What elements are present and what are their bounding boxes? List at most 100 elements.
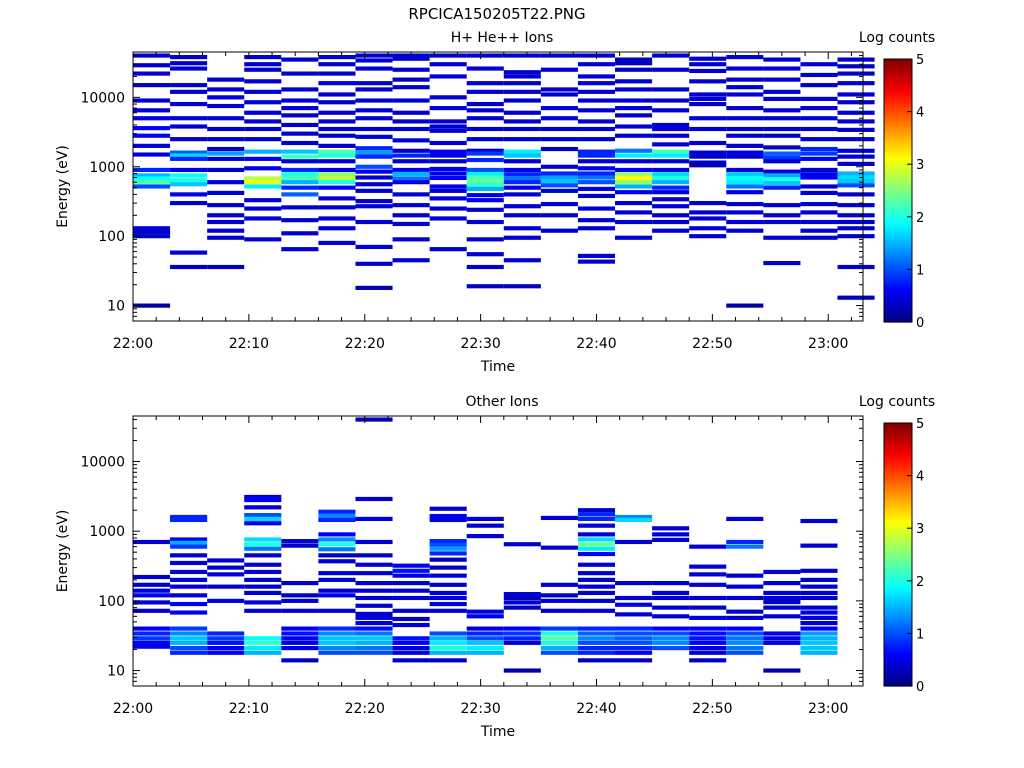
- heatmap-cell: [133, 108, 171, 113]
- heatmap-cell: [170, 173, 208, 178]
- colorbar-step: [884, 162, 912, 165]
- heatmap-cell: [540, 598, 578, 603]
- colorbar-step: [884, 109, 912, 113]
- heatmap-cell: [170, 137, 208, 142]
- colorbar-step: [884, 269, 912, 273]
- heatmap-cell: [207, 640, 245, 645]
- heatmap-cell: [615, 67, 653, 72]
- heatmap-cell: [689, 163, 727, 168]
- heatmap-cell: [540, 179, 578, 184]
- heatmap-cell: [540, 608, 578, 613]
- colorbar-tick-label: 1: [916, 263, 924, 278]
- heatmap-cell: [281, 192, 319, 197]
- colorbar-step: [884, 589, 912, 593]
- heatmap-cell: [244, 640, 282, 645]
- heatmap-cell: [615, 514, 653, 520]
- heatmap-cell: [726, 55, 764, 60]
- heatmap-cell: [318, 153, 356, 158]
- heatmap-cell: [244, 590, 282, 596]
- heatmap-cell: [281, 636, 319, 641]
- heatmap-cell: [689, 101, 727, 107]
- heatmap-cell: [281, 122, 319, 128]
- heatmap-cell: [540, 545, 578, 550]
- heatmap-cell: [392, 237, 430, 242]
- heatmap-cell: [244, 553, 282, 558]
- colorbar-step: [884, 306, 912, 310]
- heatmap-cell: [577, 171, 616, 176]
- heatmap-cell: [577, 562, 616, 567]
- colorbar-step: [884, 159, 912, 163]
- heatmap-cell: [466, 148, 504, 153]
- heatmap-cell: [837, 264, 875, 270]
- heatmap-cell: [207, 213, 245, 218]
- heatmap-cell: [355, 126, 393, 132]
- colorbar-step: [884, 650, 912, 654]
- colorbar-tick-label: 0: [916, 680, 924, 695]
- heatmap-cell: [207, 228, 245, 233]
- heatmap-cell: [429, 62, 467, 67]
- heatmap-cell: [837, 161, 875, 166]
- colorbar-step: [884, 512, 912, 516]
- heatmap-cell: [503, 74, 541, 79]
- heatmap-cell: [689, 646, 727, 651]
- heatmap-cell: [244, 67, 282, 72]
- heatmap-cell: [244, 636, 282, 641]
- heatmap-cell: [392, 622, 430, 628]
- heatmap-cell: [503, 600, 541, 605]
- heatmap-cell: [318, 640, 356, 645]
- heatmap-cell: [540, 67, 578, 72]
- heatmap-cell: [466, 53, 504, 58]
- heatmap-cell: [281, 71, 319, 76]
- heatmap-cell: [355, 204, 393, 209]
- heatmap-cell: [615, 175, 653, 181]
- heatmap-cell: [244, 494, 282, 500]
- heatmap-cell: [392, 167, 430, 173]
- heatmap-cell: [689, 234, 727, 239]
- heatmap-cell: [244, 497, 282, 503]
- heatmap-cell: [800, 640, 838, 645]
- heatmap-cell: [392, 640, 430, 645]
- heatmap-cell: [763, 605, 801, 610]
- heatmap-cell: [355, 611, 393, 616]
- heatmap-cell: [577, 175, 616, 180]
- x-tick-label: 22:30: [460, 701, 500, 717]
- colorbar-step: [884, 576, 912, 580]
- colorbar-step: [884, 265, 912, 268]
- heatmap-cell: [207, 95, 245, 100]
- heatmap-cell: [800, 146, 838, 152]
- colorbar-step: [884, 319, 912, 323]
- heatmap-cell: [540, 175, 578, 180]
- panel-1: H+ He++ Ions 22:00 22:10 22:20 22:30 22:40 22:…: [55, 30, 935, 375]
- heatmap-cell: [615, 167, 653, 173]
- heatmap-cell: [652, 98, 690, 103]
- heatmap-cell: [207, 180, 245, 185]
- heatmap-cell: [726, 646, 764, 651]
- heatmap-cell: [540, 626, 578, 631]
- heatmap-cell: [540, 146, 578, 152]
- heatmap-cell: [318, 537, 356, 542]
- x-tick-label: 22:40: [576, 701, 616, 717]
- heatmap-cell: [726, 126, 764, 132]
- heatmap-cell: [800, 584, 838, 589]
- heatmap-cell: [133, 133, 171, 138]
- heatmap-cell: [763, 185, 801, 190]
- heatmap-cell: [577, 74, 616, 79]
- heatmap-cell: [466, 179, 504, 184]
- y-tick-label: 1000: [89, 524, 125, 540]
- heatmap-cell: [763, 631, 801, 636]
- heatmap-cell: [392, 203, 430, 208]
- heatmap-cell: [355, 175, 393, 180]
- heatmap-cell: [615, 98, 653, 103]
- heatmap-cell: [837, 192, 875, 197]
- heatmap-cell: [726, 595, 764, 601]
- heatmap-cell: [800, 543, 838, 548]
- heatmap-cell: [726, 116, 764, 121]
- heatmap-cell: [615, 124, 653, 129]
- heatmap-cell: [318, 126, 356, 132]
- colorbar-step: [884, 433, 912, 437]
- heatmap-cell: [763, 177, 801, 182]
- heatmap-cell: [392, 159, 430, 164]
- heatmap-cell: [466, 614, 504, 619]
- heatmap-cell: [355, 58, 393, 63]
